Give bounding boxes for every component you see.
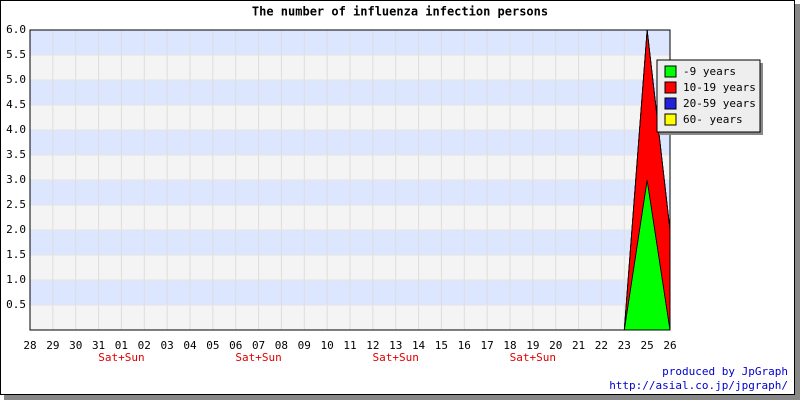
x-tick-label: 11 <box>343 339 356 352</box>
x-tick-label: 19 <box>526 339 539 352</box>
x-tick-label: 09 <box>298 339 311 352</box>
x-tick-label: 13 <box>389 339 402 352</box>
x-tick-label: 30 <box>69 339 82 352</box>
legend-label: 20-59 years <box>683 97 756 110</box>
y-tick-label: 2.5 <box>6 198 26 211</box>
x-tick-label: 29 <box>46 339 59 352</box>
legend-swatch <box>664 65 677 78</box>
x-tick-label: 15 <box>435 339 448 352</box>
x-sublabel: Sat+Sun <box>235 351 281 364</box>
y-tick-label: 5.5 <box>6 48 26 61</box>
x-tick-label: 10 <box>321 339 334 352</box>
x-tick-label: 23 <box>618 339 631 352</box>
plot-border <box>29 29 671 331</box>
chart-title: The number of influenza infection person… <box>252 5 548 19</box>
x-tick-label: 08 <box>275 339 288 352</box>
x-tick-label: 21 <box>572 339 585 352</box>
y-tick-label: 2.0 <box>6 223 26 236</box>
x-tick-label: 02 <box>138 339 151 352</box>
footer-text: produced by JpGraph <box>662 365 788 378</box>
y-tick-label: 4.5 <box>6 98 26 111</box>
legend-label: -9 years <box>683 65 736 78</box>
x-tick-label: 14 <box>412 339 426 352</box>
x-tick-label: 26 <box>663 339 676 352</box>
y-tick-label: 1.0 <box>6 273 26 286</box>
x-sublabel: Sat+Sun <box>98 351 144 364</box>
x-tick-label: 04 <box>183 339 197 352</box>
legend-swatch <box>664 113 677 126</box>
x-tick-label: 03 <box>161 339 174 352</box>
x-sublabel: Sat+Sun <box>510 351 556 364</box>
y-tick-label: 4.0 <box>6 123 26 136</box>
y-tick-label: 3.0 <box>6 173 26 186</box>
x-tick-label: 31 <box>92 339 105 352</box>
y-tick-label: 5.0 <box>6 73 26 86</box>
x-tick-label: 01 <box>115 339 128 352</box>
y-tick-label: 3.5 <box>6 148 26 161</box>
x-tick-label: 12 <box>366 339 379 352</box>
x-tick-label: 20 <box>549 339 562 352</box>
x-tick-label: 06 <box>229 339 242 352</box>
x-tick-label: 25 <box>641 339 654 352</box>
x-tick-label: 17 <box>481 339 494 352</box>
legend-swatch <box>664 97 677 110</box>
x-tick-label: 07 <box>252 339 265 352</box>
x-tick-label: 05 <box>206 339 219 352</box>
legend-swatch <box>664 81 677 94</box>
x-tick-label: 28 <box>23 339 36 352</box>
x-tick-label: 18 <box>503 339 516 352</box>
legend-label: 10-19 years <box>683 81 756 94</box>
y-tick-label: 1.5 <box>6 248 26 261</box>
x-tick-label: 22 <box>595 339 608 352</box>
y-tick-label: 6.0 <box>6 23 26 36</box>
footer-text: http://asial.co.jp/jpgraph/ <box>609 379 788 392</box>
x-sublabel: Sat+Sun <box>373 351 419 364</box>
y-tick-label: 0.5 <box>6 298 26 311</box>
x-tick-label: 16 <box>458 339 471 352</box>
legend-label: 60- years <box>683 113 743 126</box>
